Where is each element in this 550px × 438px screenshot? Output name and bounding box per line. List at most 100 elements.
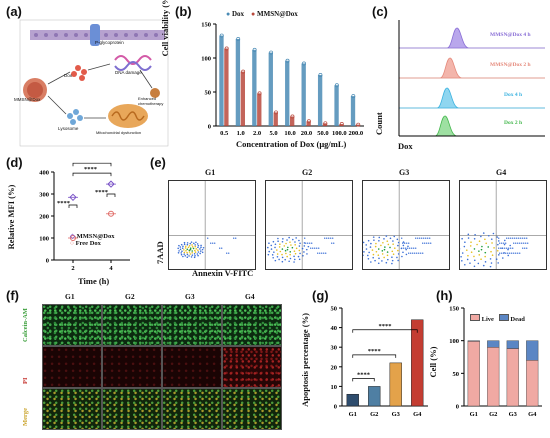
chart-b-point bbox=[224, 46, 229, 51]
micro-group-label: G1 bbox=[65, 292, 75, 301]
flow-event bbox=[272, 256, 274, 259]
flow-event bbox=[467, 233, 470, 236]
flow-event bbox=[186, 248, 189, 251]
flow-event bbox=[202, 246, 205, 249]
flow-event-late bbox=[526, 247, 528, 249]
flow-event-late bbox=[506, 237, 508, 239]
chart-d-ytick-label: 100 bbox=[39, 236, 49, 243]
chart-b-bar bbox=[306, 121, 311, 126]
chart-g-ytick-label: 50 bbox=[331, 306, 338, 313]
flow-event-late bbox=[326, 237, 328, 239]
flow-event bbox=[389, 246, 391, 249]
flow-event bbox=[370, 261, 372, 263]
flow-event bbox=[368, 251, 370, 254]
flow-event-late bbox=[513, 242, 515, 244]
chart-b-point bbox=[290, 114, 295, 119]
flow-event-late bbox=[517, 242, 519, 244]
chart-b-xlabel: Concentration of Dox (μg/mL) bbox=[236, 139, 347, 149]
flow-event bbox=[391, 262, 393, 265]
chart-c-track-label-2: Dox 4 h bbox=[504, 92, 523, 98]
flow-event bbox=[189, 242, 192, 245]
flow-event bbox=[281, 253, 283, 256]
chart-d-ytick-label: 0 bbox=[46, 258, 49, 265]
flow-event bbox=[184, 247, 187, 249]
chart-b-bar bbox=[252, 49, 257, 127]
legend-b-mmsn-label: MMSN@Dox bbox=[257, 10, 298, 18]
flow-event bbox=[274, 246, 276, 249]
chart-h-bar-live bbox=[506, 348, 519, 407]
chart-g-xtick-label: G1 bbox=[349, 411, 357, 418]
flow-event-late bbox=[414, 252, 416, 254]
flow-event bbox=[181, 250, 183, 252]
legend-h: Live Dead bbox=[470, 314, 525, 323]
flow-event-late bbox=[233, 237, 235, 239]
flow-event bbox=[470, 241, 472, 244]
flow-event-late bbox=[210, 242, 212, 244]
flow-event bbox=[200, 244, 202, 247]
flow-event bbox=[489, 265, 492, 268]
panel-label-g: (g) bbox=[312, 288, 329, 303]
chart-d-sig-bracket bbox=[72, 172, 112, 177]
flow-event bbox=[186, 256, 189, 258]
flow-event bbox=[177, 247, 179, 250]
flow-event-late bbox=[418, 252, 420, 254]
flow-event bbox=[373, 239, 375, 241]
magnetosome-icon bbox=[67, 109, 83, 125]
flow-scatter bbox=[266, 181, 352, 269]
flow-event bbox=[509, 244, 511, 247]
flow-event bbox=[186, 243, 189, 246]
flow-event bbox=[297, 255, 300, 258]
chart-g-ytick-label: 0 bbox=[334, 404, 337, 411]
flow-event bbox=[470, 251, 473, 254]
flow-event bbox=[178, 244, 180, 247]
flow-event-late bbox=[330, 237, 332, 239]
chart-h-bar-dead bbox=[487, 340, 500, 348]
flow-event bbox=[490, 250, 492, 253]
flow-event bbox=[487, 234, 490, 237]
flow-event bbox=[194, 249, 196, 252]
chart-b-point bbox=[306, 119, 311, 124]
flow-event bbox=[303, 242, 306, 244]
flow-event bbox=[402, 251, 404, 254]
legend-h-dead-swatch bbox=[498, 314, 509, 321]
chart-b-viability: 0 50 100 150 0.5 1.0 2.0 5.0 10.0 20.0 50.0 100.0 20… bbox=[201, 22, 364, 137]
flow-event bbox=[193, 242, 195, 245]
flow-event-late bbox=[420, 252, 422, 254]
flow-event bbox=[381, 250, 384, 252]
flow-event bbox=[387, 243, 390, 246]
flow-event bbox=[480, 235, 482, 238]
flow-event bbox=[201, 248, 204, 251]
flow-event bbox=[375, 250, 378, 253]
flow-event-late bbox=[304, 237, 306, 239]
flow-event-late bbox=[513, 252, 515, 254]
flow-event bbox=[288, 236, 290, 239]
flow-event bbox=[182, 245, 184, 248]
flow-event bbox=[179, 248, 182, 251]
chart-h-bar-live bbox=[467, 341, 480, 407]
flow-event bbox=[285, 252, 287, 255]
chart-b-point bbox=[285, 58, 290, 63]
flow-event bbox=[461, 259, 463, 262]
legend-b-mmsn-marker: ● bbox=[251, 10, 256, 18]
flow-event bbox=[298, 239, 300, 242]
flow-event-late bbox=[411, 247, 413, 249]
flow-event bbox=[362, 241, 365, 244]
flow-event bbox=[281, 256, 284, 259]
legend-b-dox-label: Dox bbox=[231, 10, 245, 18]
flow-event bbox=[380, 244, 382, 247]
flow-plot-g1 bbox=[168, 180, 256, 270]
flow-event-late bbox=[519, 242, 521, 244]
flow-event-late bbox=[517, 252, 519, 254]
flow-event bbox=[367, 254, 369, 257]
flow-event bbox=[481, 245, 483, 248]
legend-b: ● Dox ● MMSN@Dox bbox=[226, 10, 298, 18]
chart-g-bar bbox=[346, 393, 359, 407]
flow-group-label: G1 bbox=[205, 168, 216, 177]
flow-event-late bbox=[525, 242, 527, 244]
flow-event bbox=[476, 243, 478, 246]
flow-event bbox=[294, 243, 296, 246]
chart-h-bar-dead bbox=[467, 340, 480, 342]
flow-event bbox=[482, 264, 485, 267]
flow-event bbox=[194, 244, 196, 246]
flow-event bbox=[200, 246, 202, 249]
